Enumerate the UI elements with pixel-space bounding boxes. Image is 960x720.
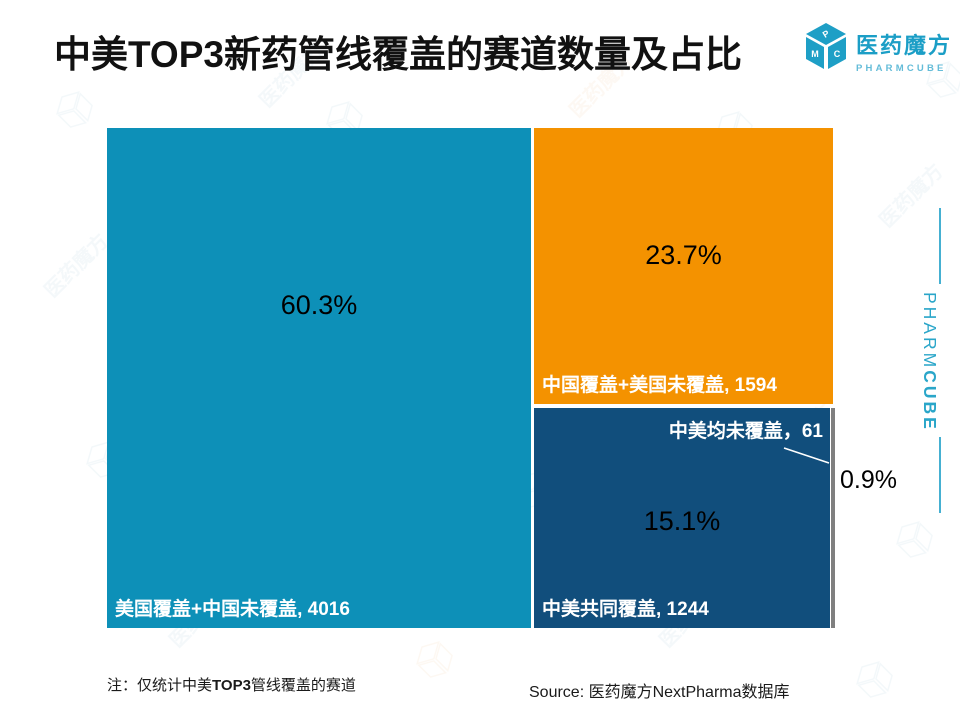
value-label-cn-covered: 中国覆盖+美国未覆盖, 1594	[542, 375, 777, 396]
watermark-cube-icon	[409, 634, 464, 689]
cube-logo-icon: P M C	[806, 23, 846, 69]
page-title: 中美TOP3新药管线覆盖的赛道数量及占比	[54, 34, 742, 75]
value-label-both-covered: 中美共同覆盖, 1244	[542, 599, 709, 620]
watermark-cube-icon	[849, 654, 904, 709]
brand-rail-line-top	[939, 208, 941, 284]
brand-rail-pharm: PHARM	[920, 292, 940, 371]
treemap-block-none-covered	[831, 408, 835, 628]
treemap-chart: 60.3% 美国覆盖+中国未覆盖, 4016 23.7% 中国覆盖+美国未覆盖,…	[107, 128, 838, 628]
treemap-block-us-covered: 60.3% 美国覆盖+中国未覆盖, 4016	[107, 128, 531, 628]
brand-rail-line-bottom	[939, 437, 941, 513]
treemap-block-cn-covered: 23.7% 中国覆盖+美国未覆盖, 1594	[534, 128, 833, 404]
percent-label-us-covered: 60.3%	[280, 290, 358, 320]
cube-letter-m: M	[811, 49, 819, 59]
value-label-us-covered: 美国覆盖+中国未覆盖, 4016	[115, 599, 350, 620]
cube-letter-p: P	[821, 28, 831, 40]
logo-brand-cn: 医药魔方	[856, 33, 953, 58]
footnote-prefix: 注：仅统计中美	[107, 677, 213, 694]
watermark-cube-icon	[889, 514, 944, 569]
value-label-none-covered: 中美均未覆盖，61	[668, 421, 823, 442]
percent-label-none-covered: 0.9%	[840, 466, 897, 494]
brand-rail-cube: CUBE	[920, 370, 940, 432]
watermark-cube-icon	[49, 84, 104, 139]
treemap-block-both-covered: 中美均未覆盖，61 15.1% 中美共同覆盖, 1244	[534, 408, 830, 628]
footnote-suffix: 管线覆盖的赛道	[250, 677, 356, 694]
percent-label-cn-covered: 23.7%	[645, 240, 722, 270]
percent-label-both-covered: 15.1%	[643, 506, 721, 536]
brand-rail-text: PHARMCUBE	[919, 292, 940, 444]
footnote: 注：仅统计中美TOP3管线覆盖的赛道	[107, 674, 356, 695]
logo-brand-en: PHARMCUBE	[856, 63, 947, 74]
footnote-bold: TOP3	[212, 677, 251, 694]
source-label: Source: 医药魔方NextPharma数据库	[529, 684, 790, 701]
watermark-text: 医药魔方	[40, 230, 113, 303]
watermark-text: 医药魔方	[875, 160, 948, 233]
pharmcube-logo: P M C 医药魔方 PHARMCUBE	[804, 22, 952, 74]
cube-letter-c: C	[834, 49, 841, 59]
